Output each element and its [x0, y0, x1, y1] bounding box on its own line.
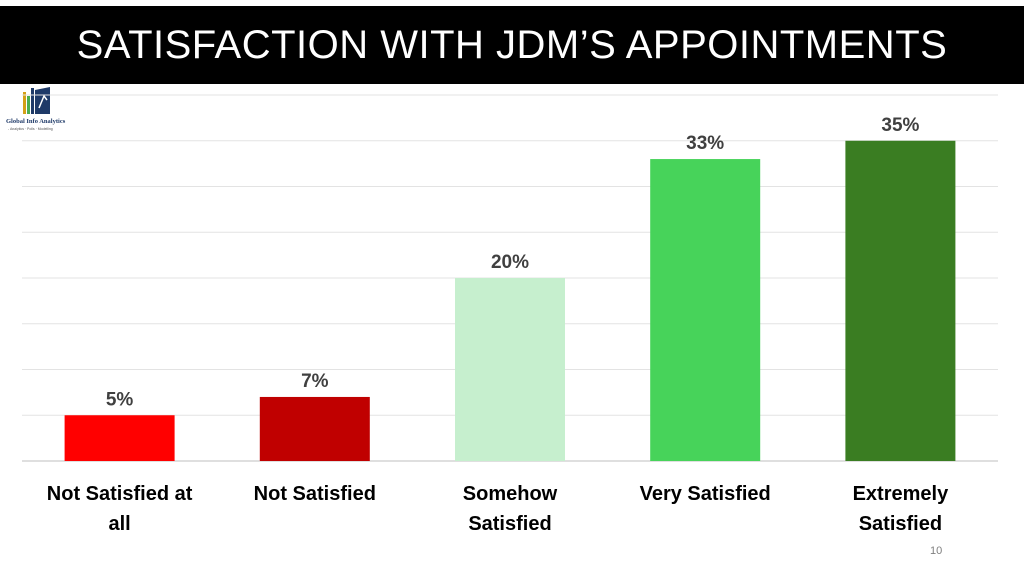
category-label: Not Satisfied at: [47, 483, 193, 505]
logo-icon: [23, 87, 50, 114]
category-label: Somehow: [463, 483, 558, 505]
data-label: 20%: [491, 252, 529, 273]
logo-tagline: - Analytics · Polls · Modelling: [8, 127, 53, 131]
category-labels: Not Satisfied at all Not Satisfied Somehow S…: [47, 483, 949, 535]
bar: [455, 278, 565, 461]
category-label: Not Satisfied: [254, 483, 376, 505]
category-label: Very Satisfied: [640, 483, 771, 505]
category-label: all: [108, 513, 130, 535]
page-title: SATISFACTION WITH JDM’S APPOINTMENTS: [76, 22, 948, 67]
data-label: 5%: [106, 389, 134, 410]
data-label: 35%: [881, 115, 919, 136]
data-label: 33%: [686, 133, 724, 154]
bar: [64, 415, 175, 461]
page-number: 10: [930, 545, 943, 557]
category-label: Extremely: [853, 483, 949, 505]
bar: [650, 159, 761, 462]
category-label: Satisfied: [859, 513, 942, 535]
bar: [845, 140, 956, 461]
title-bar: SATISFACTION WITH JDM’S APPOINTMENTS: [0, 6, 1024, 84]
category-label: Satisfied: [468, 513, 551, 535]
data-label: 7%: [301, 371, 329, 392]
company-logo: Global Info Analytics - Analytics · Poll…: [6, 86, 72, 136]
bar: [259, 396, 370, 461]
data-labels: 5% 7% 20% 33% 35%: [106, 115, 920, 411]
bars: [64, 140, 956, 462]
logo-name: Global Info Analytics: [6, 118, 66, 125]
